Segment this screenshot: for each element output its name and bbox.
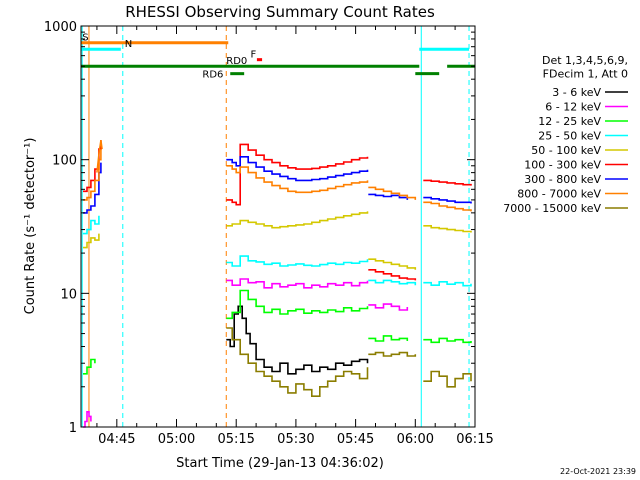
series-6-segment-3 xyxy=(423,196,472,204)
series-4-segment-3 xyxy=(423,225,472,233)
series-1-segment-0 xyxy=(83,411,92,428)
series-3-segment-1 xyxy=(226,255,369,267)
series-4-segment-2 xyxy=(368,258,417,270)
series-1-segment-2 xyxy=(368,303,409,311)
obs-bar-label-0: S xyxy=(82,33,88,44)
x-tick-label-0: 04:45 xyxy=(98,432,135,447)
series-8-segment-2 xyxy=(423,370,472,388)
footer-timestamp: 22-Oct-2021 23:39 xyxy=(560,467,636,476)
series-5-segment-1 xyxy=(226,143,369,206)
axes: 04:45 05:00 05:15 05:30 05:45 06:00 06:15 1 10 10… xyxy=(44,20,494,447)
series-8-segment-0 xyxy=(226,327,369,397)
x-tick-label-2: 05:15 xyxy=(217,432,254,447)
obs-bar-label-4: RD6 xyxy=(202,70,223,81)
series-5-segment-2 xyxy=(368,269,417,281)
obs-bar-label-7: F xyxy=(251,50,257,61)
legend-label-5: 100 - 300 keV xyxy=(524,159,601,172)
y-axis-title: Count Rate (s⁻¹ detector⁻¹) xyxy=(23,138,38,315)
series-2-segment-0 xyxy=(83,358,96,375)
series-7-segment-2 xyxy=(368,186,417,200)
x-tick-label-1: 05:00 xyxy=(158,432,195,447)
obs-bar-label-1: N xyxy=(125,39,132,50)
y-tick-label-1: 10 xyxy=(60,287,77,302)
series-3-segment-0 xyxy=(83,215,100,235)
series-7-segment-3 xyxy=(423,201,472,212)
y-tick-label-0: 1 xyxy=(69,421,77,436)
legend-label-4: 50 - 100 keV xyxy=(531,144,601,157)
x-axis-title: Start Time (29-Jan-13 04:36:02) xyxy=(176,456,384,471)
series-1-segment-1 xyxy=(226,278,369,289)
legend-label-0: 3 - 6 keV xyxy=(552,86,601,99)
series-4-segment-1 xyxy=(226,211,369,229)
legend-label-1: 6 - 12 keV xyxy=(545,101,601,114)
series-4-segment-0 xyxy=(83,233,100,249)
series-8-segment-1 xyxy=(368,351,417,357)
series-3-segment-2 xyxy=(368,279,417,286)
series-6-segment-1 xyxy=(226,156,369,182)
series-6-segment-2 xyxy=(368,193,409,200)
series-7-segment-0 xyxy=(83,149,102,201)
legend-title-line-0: Det 1,3,4,5,6,9, xyxy=(542,54,628,67)
x-tick-label-5: 06:00 xyxy=(397,432,434,447)
legend-label-7: 800 - 7000 keV xyxy=(517,188,601,201)
series-3-segment-3 xyxy=(423,281,472,287)
x-tick-label-3: 05:30 xyxy=(277,432,314,447)
legend-title-line-1: FDecim 1, Att 0 xyxy=(543,68,628,81)
legend: Det 1,3,4,5,6,9,FDecim 1, Att 0 3 - 6 keV… xyxy=(503,54,628,215)
chart-title: RHESSI Observing Summary Count Rates xyxy=(125,3,435,21)
legend-label-6: 300 - 800 keV xyxy=(524,173,601,186)
series-0-segment-0 xyxy=(226,305,369,375)
early-spike xyxy=(96,139,103,173)
x-tick-label-4: 05:45 xyxy=(337,432,374,447)
series-2-segment-2 xyxy=(368,335,409,342)
plot-frame xyxy=(80,25,476,428)
legend-label-2: 12 - 25 keV xyxy=(538,115,601,128)
legend-label-8: 7000 - 15000 keV xyxy=(503,202,601,215)
y-tick-label-2: 100 xyxy=(52,154,77,169)
x-tick-label-6: 06:15 xyxy=(456,432,493,447)
series-2-segment-3 xyxy=(423,337,472,344)
series-7-segment-1 xyxy=(226,165,369,194)
legend-label-3: 25 - 50 keV xyxy=(538,130,601,143)
series-5-segment-3 xyxy=(423,179,472,186)
y-tick-label-3: 1000 xyxy=(44,20,77,35)
obs-bar-label-3: RD0 xyxy=(226,56,247,67)
series-2-segment-1 xyxy=(226,289,369,320)
